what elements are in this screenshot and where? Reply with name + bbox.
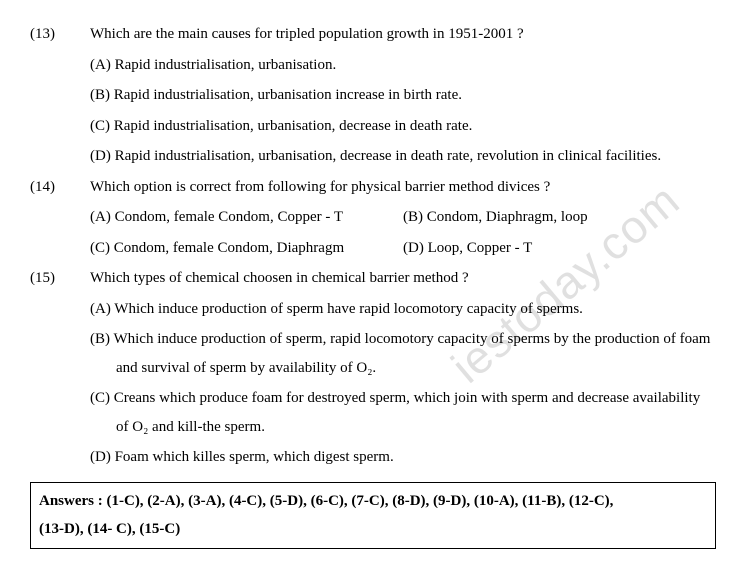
option-row-14-ab: (A) Condom, female Condom, Copper - T (B… [90, 203, 716, 232]
answers-line-2: (13-D), (14- C), (15-C) [39, 515, 707, 544]
option-14-d: (D) Loop, Copper - T [403, 234, 716, 263]
option-14-b: (B) Condom, Diaphragm, loop [403, 203, 716, 232]
question-14: (14) Which option is correct from follow… [30, 173, 716, 202]
option-15-c: (C) Creans which produce foam for destro… [90, 384, 716, 441]
question-15: (15) Which types of chemical choosen in … [30, 264, 716, 293]
question-number: (15) [30, 264, 90, 293]
option-14-a: (A) Condom, female Condom, Copper - T [90, 203, 403, 232]
question-number: (13) [30, 20, 90, 49]
option-14-c: (C) Condom, female Condom, Diaphragm [90, 234, 403, 263]
option-13-d: (D) Rapid industrialisation, urbanisatio… [90, 142, 716, 171]
answers-box: Answers : (1-C), (2-A), (3-A), (4-C), (5… [30, 482, 716, 549]
option-15-d: (D) Foam which killes sperm, which diges… [90, 443, 716, 472]
option-row-14-cd: (C) Condom, female Condom, Diaphragm (D)… [90, 234, 716, 263]
question-text: Which types of chemical choosen in chemi… [90, 264, 716, 293]
option-13-a: (A) Rapid industrialisation, urbanisatio… [90, 51, 716, 80]
option-13-b: (B) Rapid industrialisation, urbanisatio… [90, 81, 716, 110]
question-text: Which option is correct from following f… [90, 173, 716, 202]
option-15-a: (A) Which induce production of sperm hav… [90, 295, 716, 324]
option-13-c: (C) Rapid industrialisation, urbanisatio… [90, 112, 716, 141]
question-13: (13) Which are the main causes for tripl… [30, 20, 716, 49]
option-15-b: (B) Which induce production of sperm, ra… [90, 325, 716, 382]
question-text: Which are the main causes for tripled po… [90, 20, 716, 49]
question-number: (14) [30, 173, 90, 202]
answers-line-1: Answers : (1-C), (2-A), (3-A), (4-C), (5… [39, 487, 707, 516]
